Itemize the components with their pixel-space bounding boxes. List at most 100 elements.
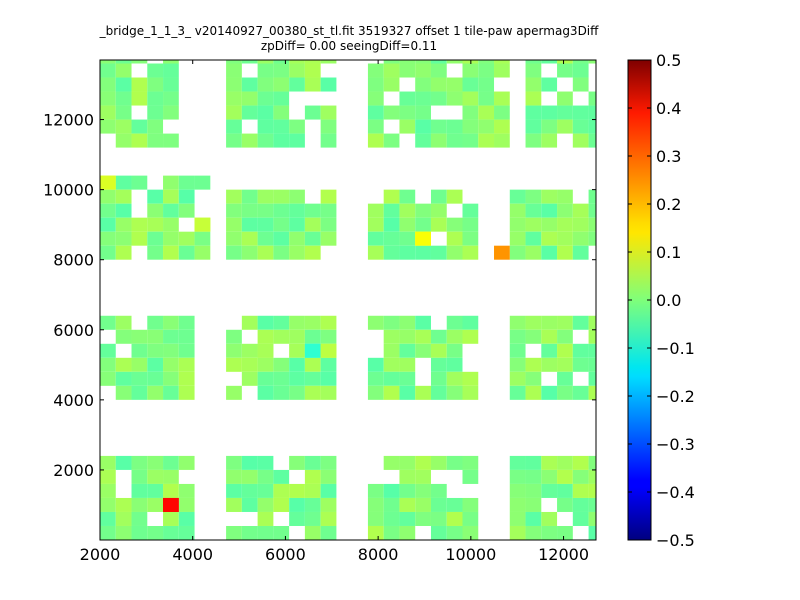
heatmap-cell [289, 315, 305, 330]
heatmap-cell [115, 119, 132, 134]
heatmap-cell [525, 189, 542, 204]
heatmap-cell [367, 105, 384, 120]
heatmap-cell [147, 231, 164, 246]
heatmap-cell [273, 469, 290, 484]
heatmap-cell [541, 511, 558, 526]
heatmap-cell [588, 469, 596, 484]
heatmap-cell [163, 245, 179, 260]
heatmap-cell [131, 343, 148, 358]
heatmap-cell [541, 469, 558, 484]
heatmap-cell [178, 357, 195, 372]
heatmap-cell [257, 133, 274, 148]
heatmap-cell [163, 455, 179, 470]
heatmap-cell [399, 511, 416, 526]
heatmap-cell [415, 245, 431, 260]
heatmap-cell [304, 217, 321, 232]
heatmap-cell [367, 77, 384, 92]
heatmap-cell [430, 91, 447, 106]
heatmap-cell [273, 483, 290, 498]
heatmap-cell [257, 315, 274, 330]
heatmap-cell [557, 245, 573, 260]
heatmap-cell [367, 217, 384, 232]
heatmap-cell [430, 63, 447, 78]
heatmap-cell [541, 77, 558, 92]
heatmap-cell [399, 105, 416, 120]
heatmap-cell [273, 525, 290, 540]
heatmap-cell [383, 60, 400, 64]
heatmap-cell-notable [257, 343, 274, 358]
heatmap-cell [194, 175, 211, 190]
heatmap-cell [226, 60, 242, 64]
heatmap-cell [446, 371, 463, 386]
heatmap-cell [525, 483, 542, 498]
heatmap-cell [446, 357, 463, 372]
heatmap-cell [572, 245, 589, 260]
x-tick-label: 8000 [358, 545, 399, 564]
heatmap-cell [320, 231, 337, 246]
heatmap-cell [257, 385, 274, 400]
heatmap-cell [226, 469, 242, 484]
heatmap-cell [241, 483, 258, 498]
heatmap-cell [115, 105, 132, 120]
heatmap-cell [115, 77, 132, 92]
heatmap-cell [273, 357, 290, 372]
heatmap-cell [415, 483, 431, 498]
heatmap-cell [273, 217, 290, 232]
heatmap-cell [557, 343, 573, 358]
heatmap-cell [241, 455, 258, 470]
heatmap-cell [131, 483, 148, 498]
heatmap-cell [178, 525, 195, 540]
heatmap-cell [557, 469, 573, 484]
heatmap-cell [100, 483, 116, 498]
heatmap-cell [572, 217, 589, 232]
heatmap-cell [163, 203, 179, 218]
heatmap-cell [383, 217, 400, 232]
heatmap-cell [462, 245, 479, 260]
heatmap-cell [383, 357, 400, 372]
heatmap-cell [588, 357, 596, 372]
heatmap-cell-notable [320, 343, 337, 358]
heatmap-cell [415, 511, 431, 526]
heatmap-cell [557, 60, 573, 64]
heatmap-cell [178, 315, 195, 330]
heatmap-cell [383, 77, 400, 92]
heatmap-cell [525, 91, 542, 106]
heatmap-cell [446, 231, 463, 246]
heatmap-cell [446, 385, 463, 400]
heatmap-cell [163, 469, 179, 484]
heatmap-cell [541, 329, 558, 344]
heatmap-cell [430, 343, 447, 358]
heatmap-cell [100, 511, 116, 526]
heatmap-cell [415, 497, 431, 512]
heatmap-cell [320, 385, 337, 400]
heatmap-cell [304, 385, 321, 400]
heatmap-cell [320, 217, 337, 232]
heatmap-cell [131, 77, 148, 92]
heatmap-cell [462, 105, 479, 120]
heatmap-cell [273, 77, 290, 92]
heatmap-cell [399, 245, 416, 260]
heatmap-cell [273, 105, 290, 120]
heatmap-cell [430, 133, 447, 148]
heatmap-cell [446, 455, 463, 470]
heatmap-cell [115, 175, 132, 190]
heatmap-cell [241, 105, 258, 120]
heatmap-cell [525, 329, 542, 344]
heatmap-cell [226, 357, 242, 372]
heatmap-cell [541, 217, 558, 232]
heatmap-cell [509, 497, 526, 512]
heatmap-cell [494, 133, 510, 148]
heatmap-cell [241, 371, 258, 386]
heatmap-cell [399, 60, 416, 64]
heatmap-cell [572, 77, 589, 92]
x-tick-label: 10000 [445, 545, 496, 564]
heatmap-cell [509, 483, 526, 498]
heatmap-cell [525, 315, 542, 330]
y-tick-label: 8000 [53, 251, 94, 270]
heatmap-cell [494, 91, 510, 106]
heatmap-cell [131, 455, 148, 470]
heatmap-cell [367, 525, 384, 540]
heatmap-cell [257, 91, 274, 106]
heatmap-cell [257, 119, 274, 134]
heatmap-cell [289, 343, 305, 358]
